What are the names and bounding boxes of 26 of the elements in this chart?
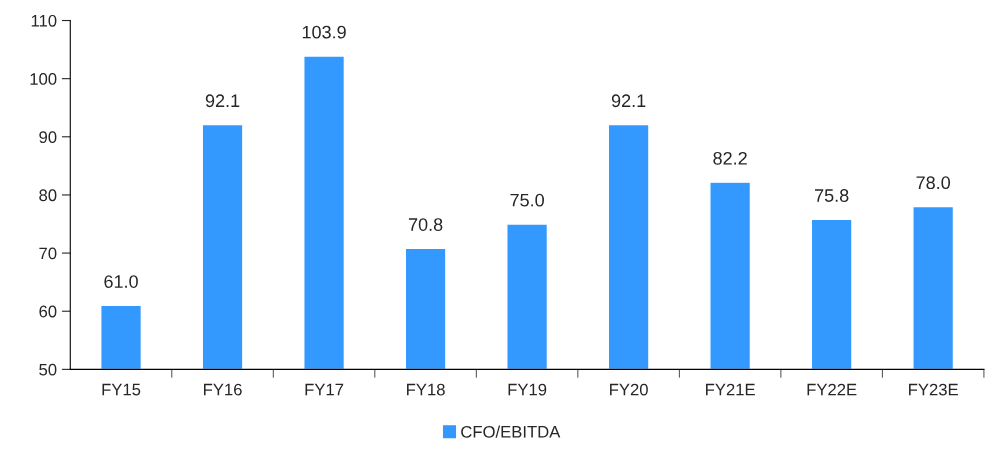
legend-label: CFO/EBITDA [461, 425, 561, 438]
x-tick-label: FY15 [102, 383, 141, 396]
y-tick-label: 110 [31, 14, 57, 27]
x-tick-label: FY17 [305, 383, 344, 396]
x-tick-label: FY19 [508, 383, 547, 396]
data-label: 78.0 [916, 176, 951, 190]
y-tick-label: 80 [39, 189, 57, 202]
data-label: 61.0 [104, 275, 138, 288]
y-tick-label: 100 [30, 73, 57, 85]
y-tick-label: 70 [39, 247, 57, 260]
y-tick-label: 60 [39, 305, 57, 318]
data-label: 82.2 [713, 151, 747, 165]
x-tick-label: FY20 [610, 383, 648, 396]
x-tick-label: FY16 [204, 383, 242, 396]
data-label: 103.9 [302, 25, 346, 39]
y-tick-label: 50 [39, 363, 57, 376]
data-label: 75.0 [510, 193, 544, 207]
y-tick-label: 90 [39, 131, 57, 143]
data-label: 70.8 [408, 218, 443, 231]
x-tick-label: FY21E [706, 383, 755, 396]
x-tick-label: FY22E [807, 383, 857, 396]
data-label: 92.1 [611, 94, 646, 108]
data-label: 92.1 [205, 94, 240, 108]
x-tick-label: FY23E [909, 383, 958, 396]
data-label: 75.8 [815, 189, 849, 202]
x-tick-label: FY18 [407, 383, 445, 396]
